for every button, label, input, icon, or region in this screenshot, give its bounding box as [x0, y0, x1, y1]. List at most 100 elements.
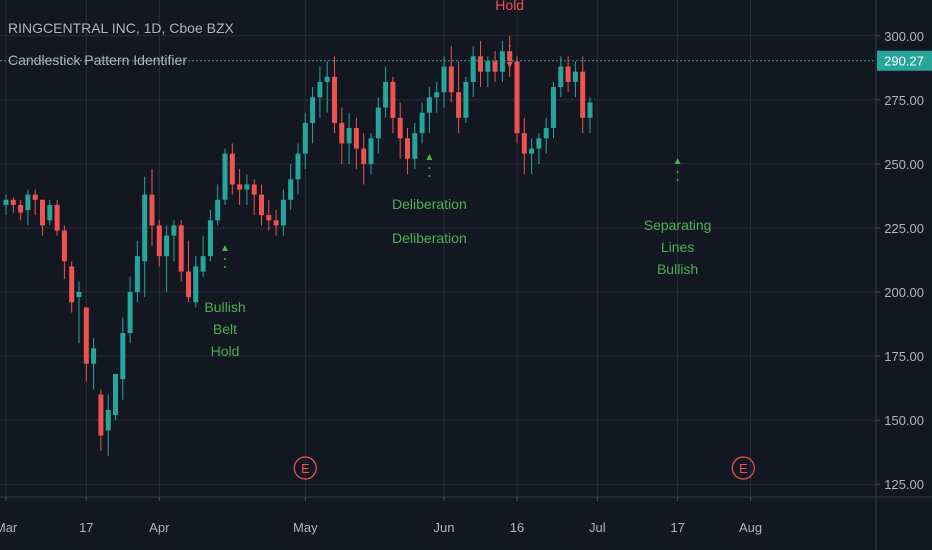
- candle: [346, 112, 352, 164]
- candle-body: [448, 66, 454, 93]
- candle: [164, 225, 170, 293]
- candle: [587, 97, 593, 134]
- last-price-label: 290.27: [884, 54, 924, 69]
- candle: [456, 61, 462, 134]
- candle: [251, 179, 257, 216]
- last-price-badge: 290.27: [877, 50, 932, 71]
- pattern-annotation: Bullish Belt Hold: [204, 245, 246, 359]
- candle: [91, 338, 97, 390]
- y-tick-label: 150.00: [884, 413, 924, 428]
- x-tick-label: Apr: [149, 520, 170, 535]
- candle: [521, 117, 527, 175]
- x-tick-label: 16: [510, 520, 524, 535]
- candle-body: [353, 128, 359, 149]
- pattern-annotations: Bullish Belt Hold Deliberation Deliberation H…: [204, 0, 711, 359]
- candle-body: [470, 56, 476, 82]
- y-tick-label: 250.00: [884, 157, 924, 172]
- candle-body: [499, 51, 505, 72]
- candle: [142, 176, 148, 298]
- candle: [3, 194, 9, 216]
- candle: [448, 46, 454, 103]
- y-tick-label: 175.00: [884, 349, 924, 364]
- candle: [470, 46, 476, 98]
- candle: [222, 148, 228, 205]
- candle-body: [200, 256, 206, 272]
- candle-body: [178, 225, 184, 272]
- candle: [54, 199, 60, 236]
- candle-body: [40, 199, 45, 226]
- candle: [310, 87, 316, 144]
- candle-body: [580, 71, 586, 118]
- candle-body: [142, 194, 148, 262]
- candle-body: [83, 307, 89, 364]
- candle-body: [186, 271, 191, 298]
- y-tick-label: 300.00: [884, 29, 924, 44]
- annotation-text: Bullish: [204, 299, 245, 315]
- grid-lines: [0, 0, 876, 497]
- candle-body: [259, 194, 264, 216]
- candle: [426, 87, 432, 134]
- candle: [237, 169, 243, 205]
- candle-body: [149, 194, 155, 226]
- candle-body: [295, 153, 301, 180]
- candle-body: [69, 266, 75, 303]
- candle: [463, 76, 469, 123]
- earnings-marker[interactable]: E: [731, 456, 755, 480]
- candle-body: [32, 194, 38, 200]
- candles-layer: [3, 35, 593, 457]
- candle-body: [113, 374, 118, 416]
- candle: [419, 102, 425, 144]
- candle-body: [91, 348, 97, 364]
- y-tick-label: 225.00: [884, 221, 924, 236]
- candle-body: [229, 153, 235, 185]
- candle-body: [280, 199, 286, 226]
- candle: [375, 97, 381, 154]
- candle-body: [419, 112, 425, 134]
- candle-body: [302, 122, 308, 154]
- earnings-circle-icon: [731, 456, 755, 480]
- candle-body: [25, 194, 31, 211]
- candle: [259, 184, 264, 226]
- candle: [405, 128, 410, 175]
- candle: [47, 199, 53, 226]
- candle: [499, 40, 505, 82]
- signal-up-icon: [674, 158, 681, 164]
- candle: [113, 374, 118, 421]
- candle: [186, 240, 191, 303]
- earnings-marker[interactable]: E: [293, 456, 317, 480]
- candle-body: [171, 225, 177, 236]
- candle-body: [54, 204, 60, 231]
- last-price-bg: [877, 50, 932, 71]
- candle-body: [434, 92, 440, 98]
- candle: [478, 40, 483, 88]
- candle: [69, 261, 75, 313]
- candle-body: [105, 409, 111, 431]
- candle: [317, 66, 323, 118]
- candle: [390, 76, 396, 134]
- candle: [105, 394, 111, 457]
- candle-body: [412, 133, 418, 159]
- candle-body: [514, 61, 520, 134]
- candle: [134, 240, 140, 303]
- candle: [485, 56, 491, 88]
- candle: [229, 143, 235, 195]
- symbol-title[interactable]: RINGCENTRAL INC, 1D, Cboe BZX: [8, 20, 234, 36]
- y-tick-label: 200.00: [884, 285, 924, 300]
- candle: [332, 56, 337, 134]
- candle-body: [222, 153, 228, 200]
- signal-dot: [224, 258, 226, 260]
- indicator-name[interactable]: Candlestick Pattern Identifier: [8, 52, 187, 68]
- candle: [76, 281, 82, 344]
- signal-dot: [428, 175, 431, 177]
- annotation-text: Deliberation: [392, 196, 467, 212]
- x-tick-label: Jul: [589, 520, 606, 535]
- candle: [514, 56, 520, 144]
- candle: [558, 56, 564, 98]
- signal-dot: [508, 45, 511, 47]
- candle: [434, 81, 440, 113]
- candle: [193, 256, 199, 308]
- earnings-label: E: [301, 461, 310, 476]
